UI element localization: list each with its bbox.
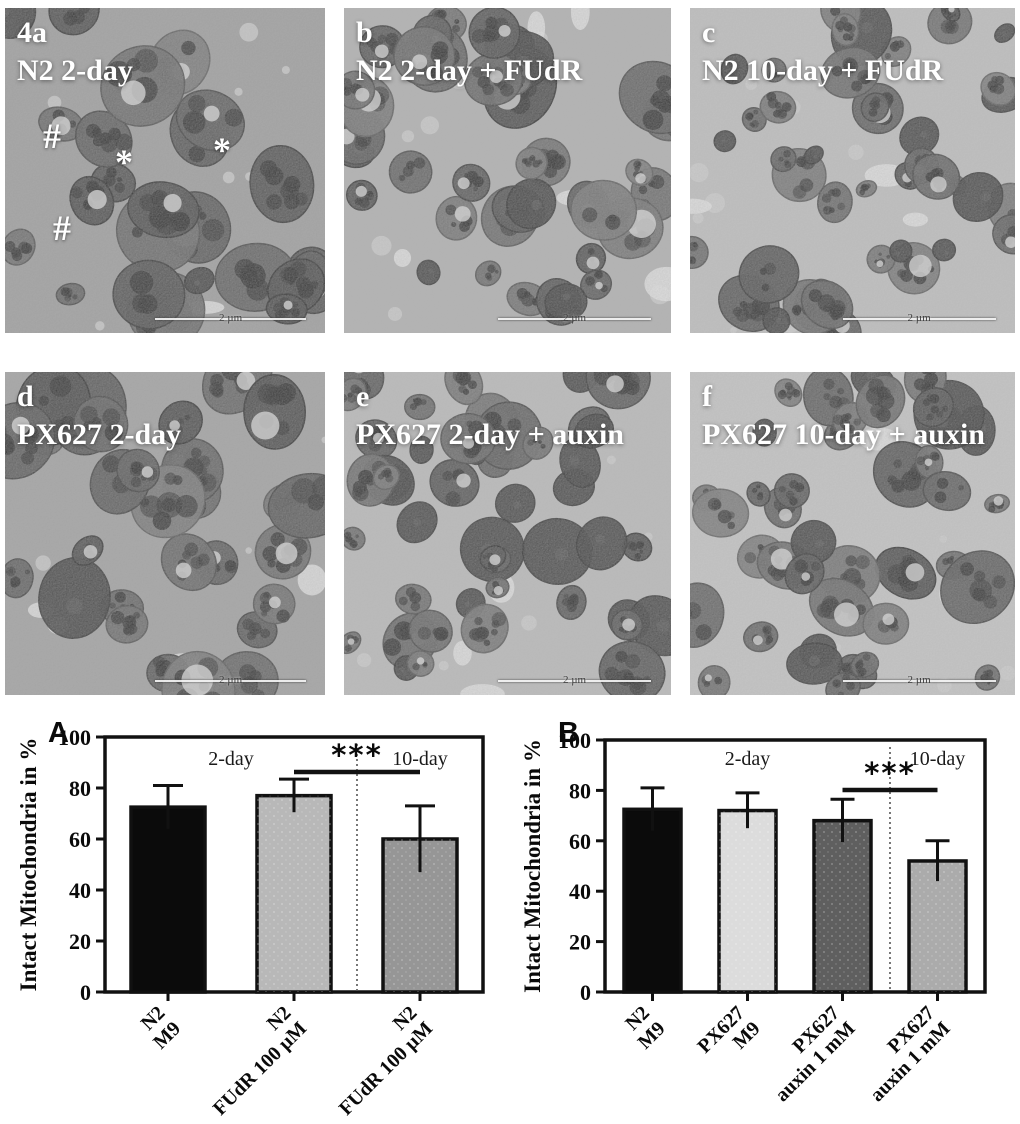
y-tick-label: 0 (580, 980, 591, 1005)
category-label: PX627auxin 1 mM (755, 1002, 859, 1106)
em-micrograph-a (5, 8, 325, 333)
bar (622, 807, 683, 994)
category-label: N2M9 (134, 1002, 186, 1054)
scale-bar-label: 2 µm (907, 674, 931, 686)
group-label: 10-day (910, 748, 966, 770)
category-label: N2FUdR 100 µM (193, 1002, 311, 1120)
plot-box (603, 738, 987, 994)
scale-bar-line (842, 680, 996, 682)
bar-stipple (719, 810, 776, 992)
em-micrograph-e (344, 372, 671, 695)
group-label: 2-day (725, 748, 771, 770)
panel-condition-label: N2 10-day + FUdR (702, 54, 944, 88)
panel-letter: 4a (17, 16, 47, 49)
scale-bar-label: 2 µm (562, 674, 587, 686)
category-label: N2M9 (618, 1002, 670, 1054)
panel-condition-label: PX627 10-day + auxin (702, 418, 985, 452)
panel-letter: f (702, 380, 712, 413)
em-panel-d: d PX627 2-day 2 µm (5, 372, 325, 695)
bar-stipple (814, 820, 871, 992)
scale-bar-label: 2 µm (219, 312, 243, 324)
panel-letter: b (356, 16, 373, 49)
em-micrograph-f (690, 372, 1015, 695)
scale-bar-label: 2 µm (907, 312, 931, 324)
em-micrograph-b (344, 8, 671, 333)
group-label: 10-day (392, 748, 448, 770)
panel-label-block: e PX627 2-day + auxin (356, 378, 624, 455)
panel-label-block: d PX627 2-day (17, 378, 181, 455)
bar-stipple (257, 795, 331, 992)
panel-letter: d (17, 380, 34, 413)
em-panel-f: f PX627 10-day + auxin 2 µm (690, 372, 1015, 695)
y-tick-label: 40 (569, 879, 591, 904)
annotation-hash: # (53, 208, 71, 248)
scale-bar-line (155, 680, 306, 682)
scale-bar: 2 µm (155, 312, 306, 326)
y-tick-label: 100 (558, 728, 591, 753)
scale-bar: 2 µm (497, 674, 652, 688)
em-panel-e: e PX627 2-day + auxin 2 µm (344, 372, 671, 695)
y-tick-label: 20 (569, 930, 591, 955)
em-panel-grid: 4a N2 2-day # * * # 2 µm b N2 2-day + FU… (5, 8, 1015, 695)
panel-letter: c (702, 16, 716, 49)
y-tick-label: 0 (80, 980, 91, 1005)
y-tick-label: 80 (69, 776, 91, 801)
scale-bar-line (497, 318, 652, 320)
y-tick-label: 60 (69, 827, 91, 852)
y-tick-label: 100 (58, 725, 91, 750)
scale-bar-line (497, 680, 652, 682)
panel-label-block: c N2 10-day + FUdR (702, 14, 943, 91)
panel-label-block: b N2 2-day + FUdR (356, 14, 582, 91)
scale-bar-line (842, 318, 996, 320)
em-panel-a: 4a N2 2-day # * * # 2 µm (5, 8, 325, 333)
bar-stipple (909, 860, 966, 992)
y-tick-label: 60 (569, 829, 591, 854)
bar-charts-row: 0 20 40 60 80 100 N2M9 N2FUdR 100 µM N2FUdR 100 … (0, 710, 1020, 1124)
panel-letter: e (356, 380, 370, 413)
panel-condition-label: PX627 2-day + auxin (356, 418, 624, 452)
category-label: N2FUdR 100 µM (319, 1002, 437, 1120)
y-axis-label: Intact Mitochondria in % (16, 738, 41, 992)
group-label: 2-day (208, 748, 254, 770)
scale-bar: 2 µm (842, 674, 996, 688)
annotation-asterisk: * (115, 142, 133, 182)
em-panel-c: c N2 10-day + FUdR 2 µm (690, 8, 1015, 333)
scale-bar-line (155, 318, 306, 320)
y-axis-label: Intact Mitochondria in % (520, 739, 545, 993)
panel-condition-label: N2 2-day (17, 54, 133, 88)
scale-bar: 2 µm (155, 674, 306, 688)
panel-condition-label: N2 2-day + FUdR (356, 54, 583, 88)
em-micrograph-c (690, 8, 1015, 333)
scale-bar: 2 µm (497, 312, 652, 326)
chart-panel-letter: A (48, 717, 69, 749)
category-label: PX627M9 (693, 1002, 764, 1073)
annotation-hash: # (43, 116, 61, 156)
panel-label-block: f PX627 10-day + auxin (702, 378, 985, 455)
bar (129, 805, 207, 994)
category-label: PX627auxin 1 mM (850, 1002, 954, 1106)
y-tick-label: 40 (69, 878, 91, 903)
y-tick-label: 80 (569, 778, 591, 803)
em-panel-b: b N2 2-day + FUdR 2 µm (344, 8, 671, 333)
y-tick-label: 20 (69, 929, 91, 954)
scale-bar-label: 2 µm (562, 312, 587, 324)
panel-condition-label: PX627 2-day (17, 418, 182, 452)
panel-label-block: 4a N2 2-day (17, 14, 133, 91)
scale-bar-label: 2 µm (219, 674, 243, 686)
chart-panel-letter: B (558, 717, 579, 749)
significance-label: *** (864, 756, 916, 790)
annotation-asterisk: * (213, 130, 231, 170)
significance-label: *** (331, 738, 383, 772)
scale-bar: 2 µm (842, 312, 996, 326)
em-micrograph-d (5, 372, 325, 695)
